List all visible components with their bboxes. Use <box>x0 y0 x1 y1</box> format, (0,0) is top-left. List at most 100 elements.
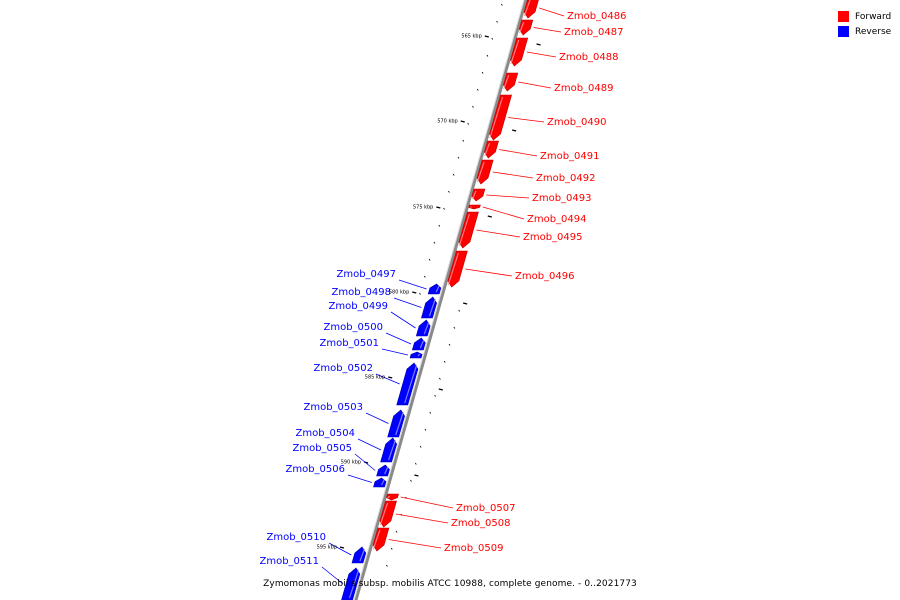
minor-tick <box>486 54 489 57</box>
minor-tick <box>395 530 398 533</box>
major-tick <box>414 474 419 477</box>
gene-highlight <box>523 0 531 17</box>
gene-label: Zmob_0502 <box>313 363 373 374</box>
gene-highlight <box>423 321 430 335</box>
gene-highlight <box>489 96 504 139</box>
gene-zmob-0511[interactable] <box>341 567 361 600</box>
legend-label-reverse: Reverse <box>855 26 892 37</box>
gene-highlight <box>417 353 421 357</box>
gene-zmob-0489[interactable] <box>503 72 519 92</box>
gene-zmob-0492[interactable] <box>476 159 494 185</box>
gene-label: Zmob_0505 <box>292 443 352 454</box>
gene-zmob-0509[interactable] <box>372 527 390 552</box>
label-leader <box>539 7 565 17</box>
gene-zmob-0504[interactable] <box>380 437 398 463</box>
label-leader <box>508 117 545 123</box>
minor-tick <box>458 309 460 312</box>
minor-tick <box>453 326 456 329</box>
gene-highlight <box>471 190 477 200</box>
minor-tick <box>434 394 436 397</box>
tick-marks <box>339 3 541 567</box>
label-leader <box>365 412 389 424</box>
gene-zmob-0499[interactable] <box>415 319 431 337</box>
gene-highlight <box>519 21 525 34</box>
major-tick <box>412 291 417 294</box>
gene-zmob-0506[interactable] <box>373 477 387 488</box>
kbp-label: 585 kbp <box>365 375 385 381</box>
major-tick <box>487 215 492 218</box>
gene-highlight <box>395 411 404 436</box>
gene-label: Zmob_0487 <box>564 27 624 38</box>
gene-zmob-0488[interactable] <box>510 37 529 67</box>
label-leader <box>357 438 382 451</box>
minor-tick <box>433 241 436 244</box>
minor-tick <box>443 207 445 210</box>
label-leader <box>321 566 344 585</box>
gene-highlight <box>503 74 510 90</box>
minor-tick <box>501 3 503 6</box>
gene-highlight <box>447 252 459 286</box>
minor-tick <box>423 275 426 278</box>
kbp-label: 570 kbp <box>437 119 457 125</box>
gene-labels: Zmob_0486 Zmob_0487 Zmob_0488 Zmob_0489 Zmob… <box>259 7 627 585</box>
label-leader <box>476 229 521 238</box>
gene-label: Zmob_0491 <box>540 151 600 162</box>
gene-zmob-0496[interactable] <box>447 250 468 288</box>
gene-zmob-0491[interactable] <box>484 140 499 159</box>
legend-item-reverse: Reverse <box>838 24 891 39</box>
minor-tick <box>424 428 427 431</box>
minor-tick <box>462 139 465 142</box>
minor-tick <box>491 37 494 40</box>
minor-tick <box>428 258 431 261</box>
gene-zmob-0507[interactable] <box>386 493 399 501</box>
gene-zmob-0498[interactable] <box>421 296 437 319</box>
gene-zmob-0495[interactable] <box>458 211 479 249</box>
gene-zmob-0508[interactable] <box>379 500 397 528</box>
gene-zmob-0500[interactable] <box>411 337 426 351</box>
gene-zmob-0501[interactable] <box>409 351 423 359</box>
minor-tick <box>386 564 388 567</box>
label-leader <box>398 279 427 290</box>
major-tick <box>438 388 443 391</box>
kbp-label: 595 kbp <box>317 545 337 551</box>
kbp-labels: 565 kbp 570 kbp 575 kbp 580 kbp 585 kbp 590 k… <box>317 34 482 551</box>
label-leader <box>354 453 376 471</box>
gene-label: Zmob_0493 <box>532 193 592 204</box>
gene-highlight <box>428 298 436 317</box>
gene-zmob-0494[interactable] <box>468 204 481 210</box>
reverse-swatch <box>838 26 849 37</box>
gene-label: Zmob_0501 <box>319 338 379 349</box>
gene-zmob-0510[interactable] <box>351 546 367 564</box>
gene-highlight <box>348 569 360 599</box>
gene-zmob-0497[interactable] <box>427 283 442 295</box>
gene-highlight <box>419 339 425 349</box>
gene-highlight <box>458 213 471 247</box>
label-leader <box>395 513 449 524</box>
gene-highlight <box>484 142 491 157</box>
gene-zmob-0502[interactable] <box>396 362 419 406</box>
minor-tick <box>438 224 441 227</box>
gene-highlight <box>379 502 389 526</box>
gene-zmob-0505[interactable] <box>376 464 390 477</box>
label-leader <box>499 149 538 157</box>
gene-features <box>341 0 539 600</box>
label-leader <box>482 206 525 220</box>
minor-tick <box>457 156 460 159</box>
gene-zmob-0503[interactable] <box>387 409 405 438</box>
legend-label-forward: Forward <box>855 11 892 22</box>
minor-tick <box>476 88 479 91</box>
gene-highlight <box>476 161 485 183</box>
major-tick <box>511 129 517 132</box>
gene-zmob-0490[interactable] <box>489 94 512 141</box>
minor-tick <box>439 377 441 380</box>
gene-label: Zmob_0508 <box>451 518 511 529</box>
major-tick <box>462 302 468 305</box>
gene-label: Zmob_0496 <box>515 271 575 282</box>
gene-highlight <box>384 466 389 475</box>
gene-label: Zmob_0488 <box>559 52 619 63</box>
major-tick <box>388 376 393 379</box>
minor-tick <box>419 292 421 295</box>
gene-zmob-0486[interactable] <box>523 0 539 19</box>
major-tick <box>339 546 345 549</box>
